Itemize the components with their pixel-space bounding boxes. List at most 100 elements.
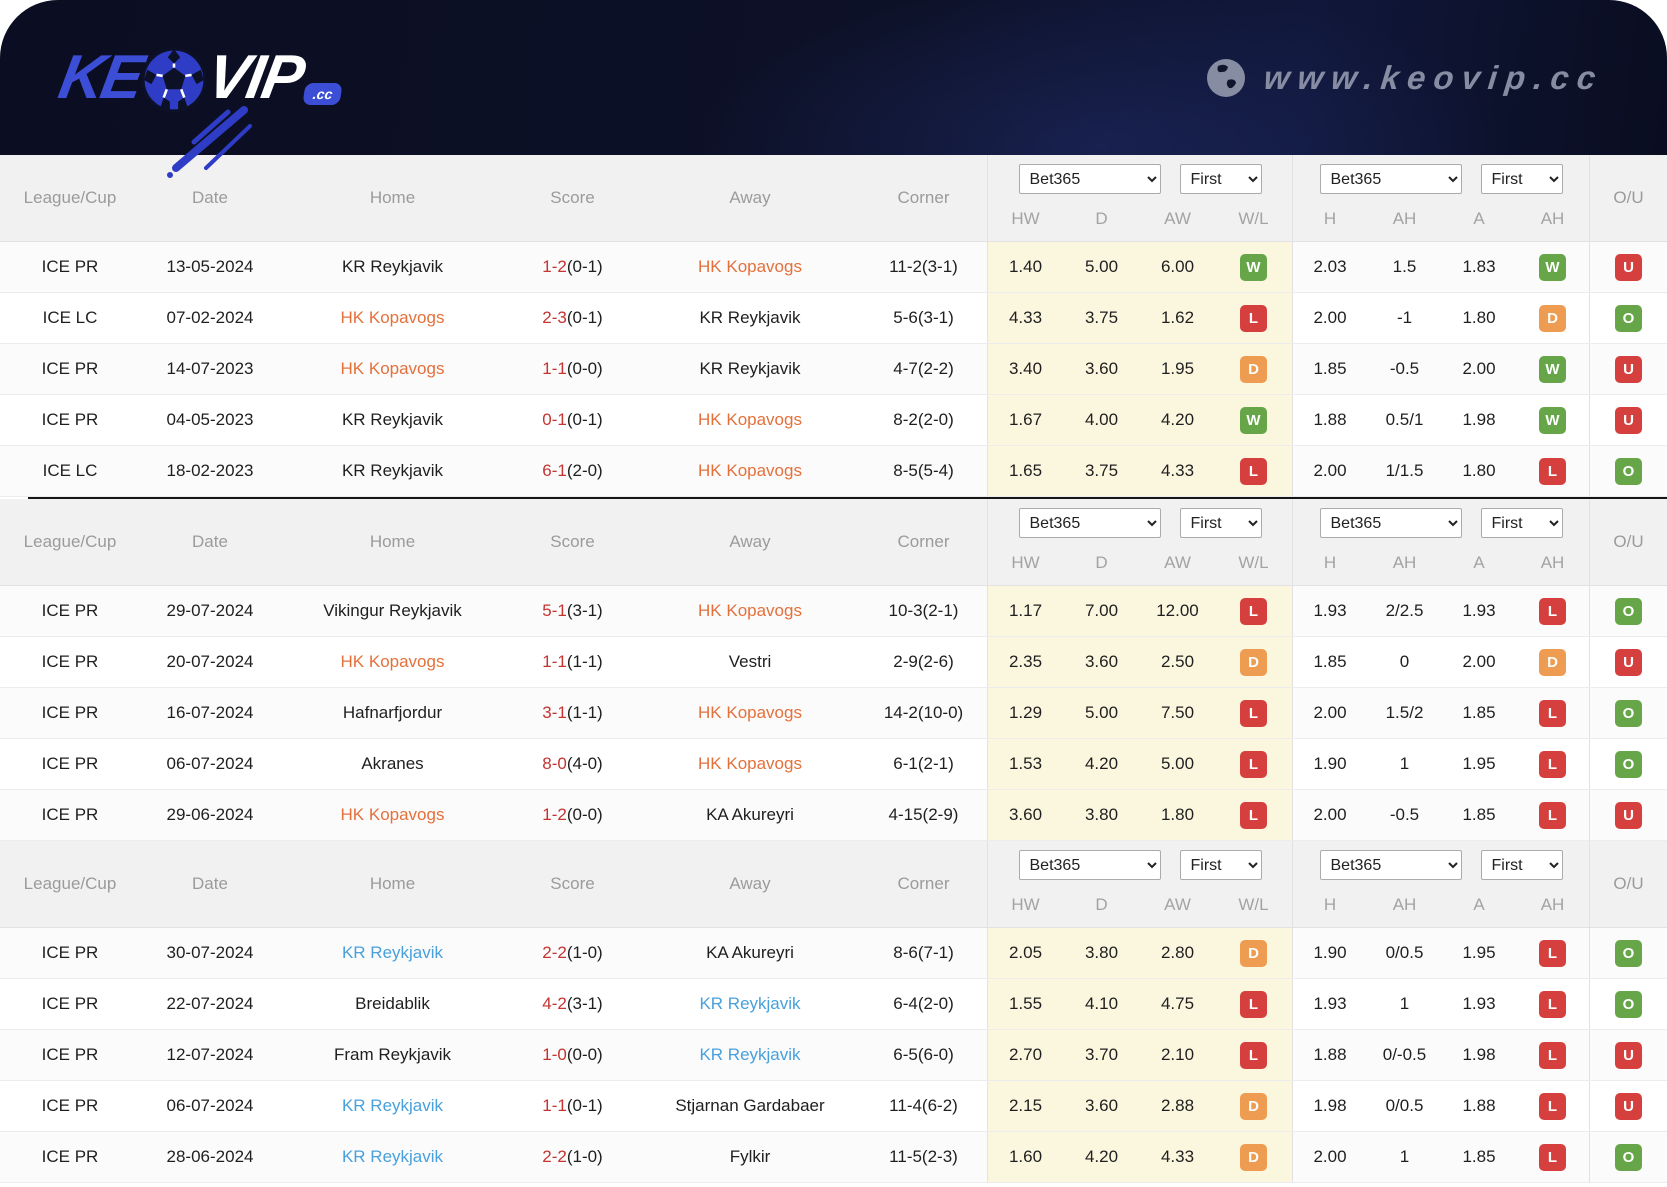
score-fulltime: 6-1 [542,461,567,480]
table-rows: ICE PR 30-07-2024 KR Reykjavik 2-2 (1-0) KA A… [0,928,1667,1183]
cell-ou: O [1589,293,1667,343]
cell-ou: U [1589,344,1667,394]
column-header-date: Date [192,188,228,207]
home-team-name[interactable]: HK Kopavogs [340,308,445,327]
cell-odds-aw: 2.88 [1140,1081,1215,1131]
cell-ah-home: 1.93 [1292,979,1367,1029]
bookmaker-select[interactable]: Bet365 [1018,850,1161,880]
cell-ah-home: 2.00 [1292,293,1367,343]
cell-ah-away: 1.80 [1462,461,1496,480]
home-team-name[interactable]: HK Kopavogs [340,805,445,824]
period-select[interactable]: First [1179,850,1262,880]
away-team-name[interactable]: HK Kopavogs [698,461,802,480]
period-select[interactable]: First [1480,508,1563,538]
away-team-name[interactable]: KR Reykjavik [699,1045,801,1064]
cell-odds-d: 4.00 [1063,395,1140,445]
cell-ah-wl: L [1516,790,1589,840]
site-url-banner: www.keovip.cc [1204,56,1605,100]
column-header-ah: AH [1392,209,1417,228]
home-team-name[interactable]: KR Reykjavik [341,943,444,962]
match-row: ICE LC 18-02-2023 KR Reykjavik 6-1 (2-0) HK K… [0,446,1667,497]
cell-ah-away: 1.83 [1462,257,1496,276]
bookmaker-select[interactable]: Bet365 [1319,164,1462,194]
bookmaker-select[interactable]: Bet365 [1319,850,1462,880]
column-header-wl: W/L [1238,553,1269,572]
cell-away-team: Vestri [640,637,860,687]
cell-odds-hw: 3.60 [987,790,1063,840]
cell-ah-wl: L [1516,688,1589,738]
away-team-name[interactable]: HK Kopavogs [698,754,802,773]
cell-result-wl: L [1215,688,1292,738]
cell-ah-line: -0.5 [1389,359,1420,378]
cell-odds-aw: 2.80 [1140,928,1215,978]
match-row: ICE PR 29-06-2024 HK Kopavogs 1-2 (0-0) KA Ak… [0,790,1667,841]
ah-result-badge: D [1539,304,1566,332]
cell-odds-d: 4.20 [1063,1132,1140,1182]
home-team-name[interactable]: KR Reykjavik [341,1147,444,1166]
cell-home-team: KR Reykjavik [280,928,505,978]
home-team-name[interactable]: HK Kopavogs [340,359,445,378]
globe-icon [1206,58,1245,97]
cell-ah-line: 1.5/2 [1385,703,1424,722]
column-header-wl: W/L [1238,209,1269,228]
score-halftime: (0-0) [566,1045,603,1064]
cell-result-wl: L [1215,979,1292,1029]
cell-odds-aw: 5.00 [1140,739,1215,789]
away-team-name[interactable]: HK Kopavogs [698,703,802,722]
away-team-name[interactable]: KR Reykjavik [699,994,801,1013]
cell-ah-line: 1 [1399,994,1410,1013]
period-select[interactable]: First [1480,850,1563,880]
matches-table: League/Cup Date Home Score Away Corner Bet365 F… [0,499,1667,841]
match-row: ICE LC 07-02-2024 HK Kopavogs 2-3 (0-1) KR Re… [0,293,1667,344]
cell-league: ICE PR [41,601,99,620]
cell-odds-aw: 1.95 [1140,344,1215,394]
period-select[interactable]: First [1179,164,1262,194]
away-team-name[interactable]: HK Kopavogs [698,410,802,429]
result-badge: W [1240,253,1267,281]
cell-ah-line: 0/0.5 [1385,1096,1424,1115]
result-badge: D [1240,355,1267,383]
cell-corner: 6-1(2-1) [893,754,954,773]
result-badge: L [1240,990,1267,1018]
cell-away-team: KR Reykjavik [640,979,860,1029]
cell-score: 1-2 (0-0) [505,790,640,840]
period-select[interactable]: First [1480,164,1563,194]
cell-ah-away: 1.80 [1462,308,1496,327]
match-row: ICE PR 30-07-2024 KR Reykjavik 2-2 (1-0) KA A… [0,928,1667,979]
result-badge: L [1240,597,1267,625]
period-select[interactable]: First [1179,508,1262,538]
score-fulltime: 4-2 [542,994,567,1013]
cell-score: 1-1 (0-0) [505,344,640,394]
away-team-name[interactable]: HK Kopavogs [698,257,802,276]
cell-ah-away: 1.88 [1462,1096,1496,1115]
cell-ah-line: 0/0.5 [1385,943,1424,962]
cell-ou: U [1589,242,1667,292]
score-halftime: (1-0) [566,1147,603,1166]
cell-league: ICE LC [42,461,98,480]
away-team-name: KA Akureyri [706,943,794,962]
ah-result-badge: W [1539,253,1566,281]
cell-league: ICE PR [41,703,99,722]
cell-date: 29-07-2024 [166,601,254,620]
cell-league: ICE PR [41,994,99,1013]
cell-result-wl: D [1215,637,1292,687]
cell-league: ICE PR [41,1096,99,1115]
home-team-name[interactable]: HK Kopavogs [340,652,445,671]
bookmaker-select[interactable]: Bet365 [1319,508,1462,538]
matches-table: League/Cup Date Home Score Away Corner Bet365 F… [0,841,1667,1183]
cell-result-wl: L [1215,1030,1292,1080]
score-fulltime: 2-3 [542,308,567,327]
away-team-name[interactable]: HK Kopavogs [698,601,802,620]
home-team-name[interactable]: KR Reykjavik [341,1096,444,1115]
keovip-logo[interactable]: KE VIP .cc [54,42,344,178]
cell-date: 06-07-2024 [166,1096,254,1115]
bookmaker-select[interactable]: Bet365 [1018,508,1161,538]
cell-away-team: KA Akureyri [640,790,860,840]
column-header-date: Date [192,532,228,551]
bookmaker-select[interactable]: Bet365 [1018,164,1161,194]
over-under-badge: O [1615,990,1642,1018]
cell-ah-away: 1.85 [1462,703,1496,722]
column-header-d: D [1095,553,1108,572]
logo-text-ke: KE [53,43,147,112]
cell-date: 28-06-2024 [166,1147,254,1166]
